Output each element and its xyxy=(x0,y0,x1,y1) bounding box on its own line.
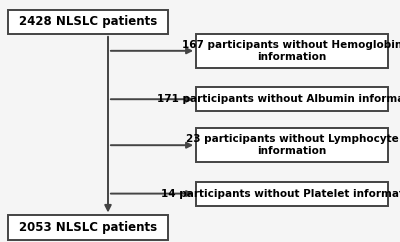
Bar xyxy=(196,34,388,68)
Text: 14 participants without Platelet information: 14 participants without Platelet informa… xyxy=(161,189,400,199)
Bar xyxy=(8,10,168,34)
Text: 171 participants without Albumin information: 171 participants without Albumin informa… xyxy=(157,94,400,104)
Text: 2053 NLSLC patients: 2053 NLSLC patients xyxy=(19,221,157,234)
Text: 23 participants without Lymphocyte
information: 23 participants without Lymphocyte infor… xyxy=(186,134,398,156)
Text: 2428 NLSLC patients: 2428 NLSLC patients xyxy=(19,15,157,28)
Text: 167 participants without Hemoglobin
information: 167 participants without Hemoglobin info… xyxy=(182,40,400,62)
Bar xyxy=(8,215,168,240)
Bar xyxy=(196,182,388,206)
Bar xyxy=(196,128,388,162)
Bar xyxy=(196,87,388,111)
